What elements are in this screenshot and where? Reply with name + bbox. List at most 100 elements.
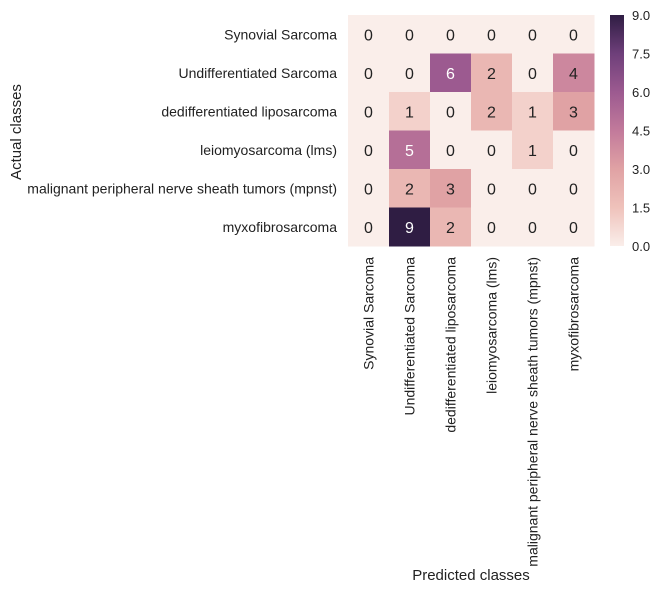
cell-value-label: 0 [487,181,496,198]
heatmap-cell [389,169,431,208]
heatmap-cell [512,92,554,131]
row-tick-label: leiomyosarcoma (lms) [200,142,337,158]
cell-value-label: 2 [487,66,496,83]
colorbar-tick-label: 3.0 [632,162,650,177]
y-axis-label: Actual classes [8,84,25,180]
heatmap-cell [348,207,390,247]
cell-value-label: 1 [528,104,537,121]
heatmap-cell [512,169,554,208]
heatmap-cell [512,53,554,93]
cell-annotations: 0 0 0 0 0 0 0 0 6 2 0 4 0 1 0 2 1 3 0 5 0 0 1 0 0 2 3 0 0 0 0 9 2 0 0 0 [364,27,578,237]
cell-value-label: 3 [569,104,578,121]
colorbar-tick-label: 1.5 [632,201,650,216]
column-tick-labels: Synovial Sarcoma Undifferentiated Sarcoma… [361,257,582,567]
cell-value-label: 2 [405,181,414,198]
cell-value-label: 0 [364,104,373,121]
heatmap-cell [348,169,390,208]
cell-value-label: 0 [405,66,414,83]
heatmap-cell [389,92,431,131]
cell-value-label: 0 [569,220,578,237]
colorbar-tick-label: 4.5 [632,124,650,139]
heatmap-cell [389,130,431,170]
cell-value-label: 0 [446,27,455,44]
cell-value-label: 0 [569,143,578,160]
cell-value-label: 0 [364,66,373,83]
column-tick-label: myxofibrosarcoma [566,257,582,372]
column-tick-label: Undifferentiated Sarcoma [402,257,418,416]
column-tick-label: malignant peripheral nerve sheath tumors… [525,257,541,567]
cell-value-label: 0 [364,181,373,198]
heatmap-cell [348,15,390,54]
heatmap-cell [348,130,390,170]
heatmap-cell [471,53,513,93]
heatmap-cell [389,15,431,54]
cell-value-label: 1 [528,143,537,160]
cell-value-label: 0 [364,220,373,237]
colorbar-tick-label: 0.0 [632,239,650,254]
cell-value-label: 6 [446,66,455,83]
heatmap-cell [348,92,390,131]
heatmap-cell [430,130,472,170]
cell-value-label: 3 [446,181,455,198]
cell-value-label: 0 [569,181,578,198]
heatmap-cell [553,169,595,208]
cell-value-label: 0 [487,27,496,44]
cell-value-label: 0 [528,181,537,198]
cell-value-label: 5 [405,143,414,160]
heatmap-cell [430,207,472,247]
heatmap-cell [553,207,595,247]
heatmap-cell [430,92,472,131]
colorbar-gradient [610,15,624,246]
cell-value-label: 0 [528,66,537,83]
heatmap-cell [553,53,595,93]
cell-value-label: 0 [446,143,455,160]
cell-value-label: 4 [569,66,578,83]
column-tick-label: dedifferentiated liposarcoma [443,257,459,433]
colorbar-tick-label: 9.0 [632,8,650,23]
x-axis-label: Predicted classes [412,567,530,584]
heatmap-cell [389,207,431,247]
cell-value-label: 2 [487,104,496,121]
heatmap-cell [553,130,595,170]
cell-value-label: 0 [364,27,373,44]
heatmap-cell [430,53,472,93]
cell-value-label: 1 [405,104,414,121]
cell-value-label: 0 [405,27,414,44]
heatmap-cell [471,15,513,54]
row-tick-label: Undifferentiated Sarcoma [179,65,338,81]
cell-value-label: 0 [528,27,537,44]
colorbar: 0.0 1.5 3.0 4.5 6.0 7.5 9.0 [610,8,650,254]
cell-value-label: 0 [487,143,496,160]
cell-value-label: 0 [364,143,373,160]
heatmap-cell [512,207,554,247]
heatmap-cell [430,169,472,208]
row-tick-label: malignant peripheral nerve sheath tumors… [27,180,337,196]
cell-value-label: 2 [446,220,455,237]
column-tick-label: Synovial Sarcoma [361,257,377,370]
heatmap-cell [553,15,595,54]
row-tick-label: myxofibrosarcoma [223,219,338,235]
cell-value-label: 0 [528,220,537,237]
heatmap-cell [512,15,554,54]
cell-value-label: 0 [446,104,455,121]
heatmap-cell [471,169,513,208]
row-tick-label: Synovial Sarcoma [224,26,337,42]
heatmap-cell [430,15,472,54]
cell-value-label: 0 [569,27,578,44]
heatmap-cell [471,207,513,247]
heatmap-cell [553,92,595,131]
row-tick-label: dedifferentiated liposarcoma [161,103,337,119]
heatmap-cell [471,130,513,170]
heatmap-cells [348,15,595,247]
row-tick-labels: Synovial Sarcoma Undifferentiated Sarcoma… [27,26,337,235]
colorbar-tick-label: 6.0 [632,85,650,100]
column-tick-label: leiomyosarcoma (lms) [484,257,500,394]
heatmap-cell [389,53,431,93]
heatmap-cell [512,130,554,170]
cell-value-label: 0 [487,220,496,237]
heatmap-cell [348,53,390,93]
cell-value-label: 9 [405,220,414,237]
colorbar-tick-label: 7.5 [632,47,650,62]
heatmap-cell [471,92,513,131]
